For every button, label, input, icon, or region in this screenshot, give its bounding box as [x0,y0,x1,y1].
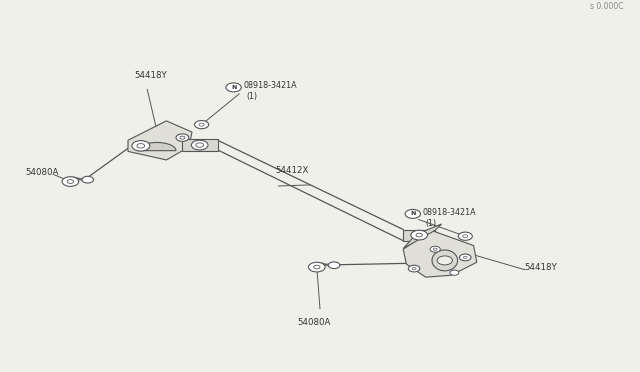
Circle shape [411,230,428,240]
Text: 54080A: 54080A [26,169,59,177]
Circle shape [460,254,471,261]
Circle shape [463,235,468,238]
Polygon shape [403,231,477,277]
Circle shape [408,265,420,272]
Circle shape [132,141,150,151]
Circle shape [195,121,209,129]
Circle shape [137,144,145,148]
Circle shape [416,233,422,237]
Circle shape [314,265,320,269]
Polygon shape [403,224,442,248]
Circle shape [180,136,185,139]
Polygon shape [128,121,192,160]
Text: 08918-3421A: 08918-3421A [422,208,476,217]
Text: (1): (1) [426,219,436,228]
Circle shape [458,232,472,240]
Circle shape [199,123,204,126]
Circle shape [308,262,325,272]
Text: 54412X: 54412X [275,166,308,175]
Circle shape [328,262,340,269]
Circle shape [430,246,440,252]
Polygon shape [182,139,218,151]
Text: 54418Y: 54418Y [525,263,557,272]
Text: N: N [410,211,415,217]
Circle shape [433,248,437,250]
Circle shape [463,256,467,259]
Circle shape [226,83,241,92]
Circle shape [67,180,74,183]
Polygon shape [403,230,435,241]
Text: (1): (1) [246,92,257,101]
Polygon shape [432,250,458,271]
Text: N: N [231,85,236,90]
Circle shape [62,177,79,186]
Circle shape [191,140,208,150]
Circle shape [176,134,189,141]
Circle shape [450,270,459,275]
Polygon shape [138,142,176,151]
Text: 08918-3421A: 08918-3421A [243,81,297,90]
Circle shape [196,143,204,147]
Text: 54418Y: 54418Y [134,71,167,80]
Text: s 0.000C: s 0.000C [591,2,624,11]
Circle shape [412,267,416,270]
Circle shape [405,209,420,218]
Circle shape [82,176,93,183]
Text: 54080A: 54080A [297,318,330,327]
Circle shape [437,256,452,265]
